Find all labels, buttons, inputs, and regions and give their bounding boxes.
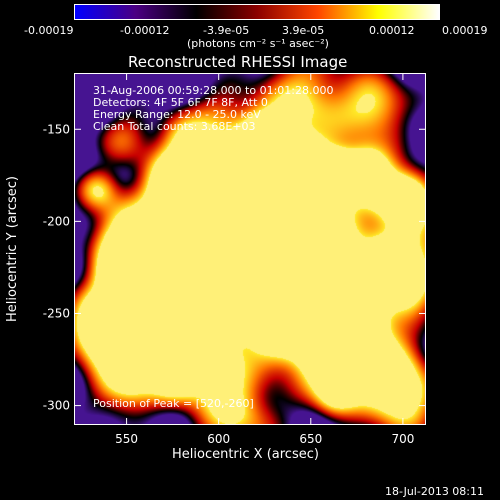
heatmap-image — [75, 74, 425, 424]
x-tick-label: 700 — [391, 432, 414, 446]
plot-title: Reconstructed RHESSI Image — [128, 53, 348, 71]
footer-timestamp: 18-Jul-2013 08:11 — [385, 485, 485, 498]
y-tick-label: -200 — [43, 214, 70, 228]
info-line-time-range: 31-Aug-2006 00:59:28.000 to 01:01:28.000 — [93, 84, 334, 97]
info-line-counts: Clean Total counts: 3.68E+03 — [93, 120, 256, 133]
y-tick-label: -150 — [43, 122, 70, 136]
colorbar-tick-label: -0.00019 — [24, 24, 74, 37]
y-axis-label: Heliocentric Y (arcsec) — [5, 176, 20, 322]
x-tick-label: 650 — [299, 432, 322, 446]
y-tick-label: -300 — [43, 399, 70, 413]
colorbar-tick-label: -3.9e-05 — [203, 24, 250, 37]
info-line-energy-range: Energy Range: 12.0 - 25.0 keV — [93, 108, 261, 121]
colorbar-tick-label: 0.00019 — [442, 24, 488, 37]
colorbar-tick-label: 0.00012 — [369, 24, 415, 37]
x-tick-label: 600 — [207, 432, 230, 446]
colorbar-tick-label: 3.9e-05 — [282, 24, 325, 37]
info-line-detectors: Detectors: 4F 5F 6F 7F 8F, Att 0 — [93, 96, 268, 109]
colorbar — [74, 4, 440, 20]
colorbar-unit-label: (photons cm⁻² s⁻¹ asec⁻²) — [187, 37, 329, 50]
x-axis-label: Heliocentric X (arcsec) — [172, 447, 319, 462]
x-tick-label: 550 — [115, 432, 138, 446]
y-tick-label: -250 — [43, 306, 70, 320]
peak-position-label: Position of Peak = [520,-260] — [93, 397, 254, 410]
colorbar-tick-label: -0.00012 — [120, 24, 170, 37]
